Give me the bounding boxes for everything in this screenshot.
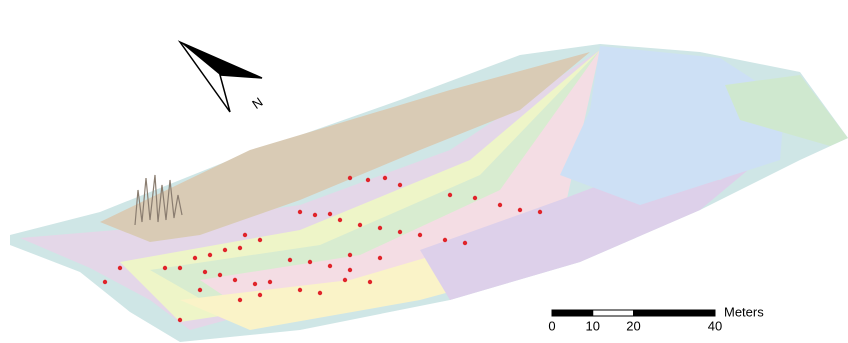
sample-point [348,253,352,257]
sample-point [288,258,292,262]
sample-point [378,256,382,260]
scale-tick-label: 40 [708,318,722,333]
sample-point [238,246,242,250]
scale-unit: Meters [724,304,764,319]
sample-point [343,278,347,282]
sample-point [238,298,242,302]
sample-point [398,230,402,234]
sample-point [328,264,332,268]
sample-point [398,183,402,187]
sample-point [103,280,107,284]
scale-segment [593,310,634,316]
north-arrow: N [180,42,266,112]
sample-point [233,278,237,282]
sample-point [308,260,312,264]
sample-point [418,233,422,237]
sample-point [253,282,257,286]
sample-point [243,233,247,237]
sample-point [473,196,477,200]
sample-point [378,226,382,230]
sample-point [268,280,272,284]
sample-point [298,210,302,214]
sample-point [338,218,342,222]
sample-point [348,176,352,180]
sample-point [368,280,372,284]
sample-point [193,256,197,260]
sample-point [313,213,317,217]
scale-tick-label: 0 [548,318,555,333]
map: N Meters 0 10 20 40 [0,0,848,343]
sample-point [518,208,522,212]
sample-point [178,266,182,270]
sample-point [163,266,167,270]
sample-point [258,293,262,297]
sample-point [218,273,222,277]
sample-point [538,210,542,214]
sample-point [203,270,207,274]
sample-point [383,176,387,180]
scale-tick-label: 10 [586,318,600,333]
sample-point [366,178,370,182]
sample-point [318,291,322,295]
sample-point [443,238,447,242]
sample-point [348,268,352,272]
sample-point [258,238,262,242]
scale-segment [552,310,593,316]
sample-point [178,318,182,322]
scale-bar: Meters 0 10 20 40 [548,304,764,333]
sample-point [358,223,362,227]
scale-tick-label: 20 [626,318,640,333]
sample-point [328,212,332,216]
sample-point [298,288,302,292]
sample-point [118,266,122,270]
sample-point [198,288,202,292]
sample-point [498,203,502,207]
sample-point [208,253,212,257]
terrain [10,44,848,342]
sample-point [463,241,467,245]
sample-point [223,248,227,252]
scale-segment [634,310,716,316]
north-label: N [249,94,265,112]
sample-point [448,193,452,197]
